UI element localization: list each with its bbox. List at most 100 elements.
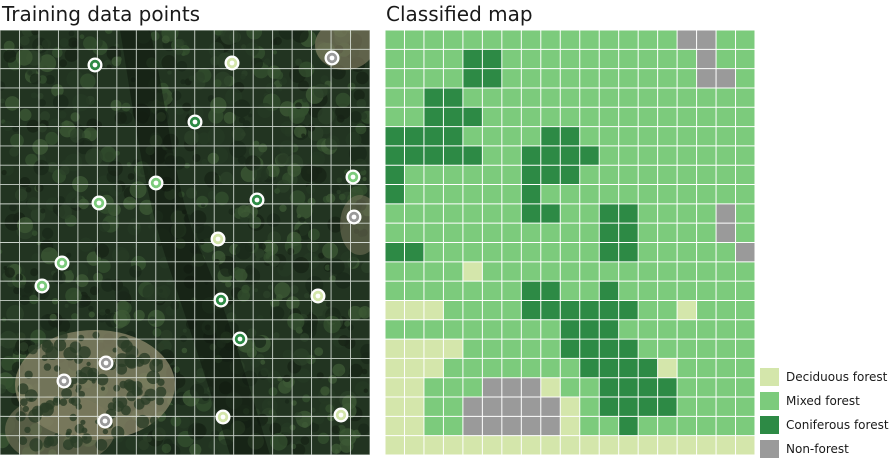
map-cell (735, 223, 755, 243)
map-cell (462, 416, 483, 436)
map-cell (696, 87, 717, 108)
map-cell (696, 377, 717, 398)
map-cell (560, 145, 581, 166)
map-cell (462, 261, 483, 282)
map-cell (443, 87, 464, 108)
map-cell (638, 223, 658, 243)
map-cell (560, 242, 581, 263)
map-cell (521, 203, 542, 224)
map-cell (638, 87, 658, 108)
map-cell (385, 30, 405, 50)
map-cell (560, 300, 581, 321)
map-cell (521, 377, 542, 398)
training-point-C (187, 114, 203, 130)
map-cell (482, 68, 503, 89)
map-cell (521, 435, 542, 455)
map-cell (677, 242, 697, 263)
map-cell (385, 242, 405, 263)
map-cell (560, 319, 581, 340)
map-cell (404, 300, 425, 321)
map-cell (696, 319, 717, 340)
map-cell (735, 126, 755, 147)
map-cell (735, 242, 755, 263)
map-cell (560, 30, 581, 50)
map-cell (462, 358, 483, 379)
map-cell (423, 145, 444, 166)
map-cell (462, 49, 483, 69)
map-cell (540, 145, 561, 166)
map-cell (501, 319, 522, 340)
map-cell (657, 416, 678, 436)
map-cell (618, 87, 639, 108)
map-cell (735, 416, 755, 436)
map-cell (443, 358, 464, 379)
map-cell (423, 339, 444, 359)
map-cell (404, 68, 425, 89)
map-cell (638, 68, 658, 89)
map-cell (599, 107, 619, 127)
map-cell (677, 87, 697, 108)
legend-label: Coniferous forest (786, 418, 889, 432)
map-cell (423, 107, 444, 127)
map-cell (735, 397, 755, 417)
map-cell (540, 68, 561, 89)
map-cell (618, 184, 639, 205)
map-cell (521, 261, 542, 282)
map-cell (423, 49, 444, 69)
map-cell (618, 223, 639, 243)
map-cell (501, 242, 522, 263)
map-cell (501, 68, 522, 89)
map-cell (677, 416, 697, 436)
map-cell (677, 261, 697, 282)
map-cell (540, 281, 561, 301)
training-point-D (210, 231, 226, 247)
map-cell (385, 339, 405, 359)
map-cell (385, 126, 405, 147)
map-cell (638, 339, 658, 359)
map-cell (638, 145, 658, 166)
map-cell (404, 377, 425, 398)
map-cell (501, 49, 522, 69)
map-cell (579, 49, 600, 69)
map-cell (560, 165, 581, 185)
map-cell (696, 107, 717, 127)
map-cell (482, 49, 503, 69)
map-cell (462, 223, 483, 243)
map-cell (735, 358, 755, 379)
map-cell (735, 145, 755, 166)
map-cell (462, 184, 483, 205)
training-point-D (333, 407, 349, 423)
map-cell (404, 281, 425, 301)
training-point-N (97, 413, 113, 429)
map-cell (404, 165, 425, 185)
map-cell (560, 416, 581, 436)
map-cell (618, 281, 639, 301)
map-cell (638, 435, 658, 455)
map-cell (657, 126, 678, 147)
map-cell (385, 319, 405, 340)
map-cell (482, 242, 503, 263)
map-cell (657, 145, 678, 166)
map-cell (521, 416, 542, 436)
map-cell (696, 397, 717, 417)
map-cell (560, 184, 581, 205)
map-cell (521, 165, 542, 185)
map-cell (716, 300, 736, 321)
map-cell (677, 203, 697, 224)
map-cell (540, 261, 561, 282)
map-cell (462, 30, 483, 50)
map-cell (443, 319, 464, 340)
map-cell (638, 126, 658, 147)
map-cell (716, 49, 736, 69)
map-cell (501, 165, 522, 185)
map-cell (560, 377, 581, 398)
map-cell (385, 203, 405, 224)
map-cell (599, 242, 619, 263)
map-cell (657, 203, 678, 224)
map-cell (657, 30, 678, 50)
training-satellite-image (0, 30, 370, 455)
map-cell (482, 145, 503, 166)
training-point-C (213, 292, 229, 308)
map-cell (501, 300, 522, 321)
map-cell (735, 281, 755, 301)
